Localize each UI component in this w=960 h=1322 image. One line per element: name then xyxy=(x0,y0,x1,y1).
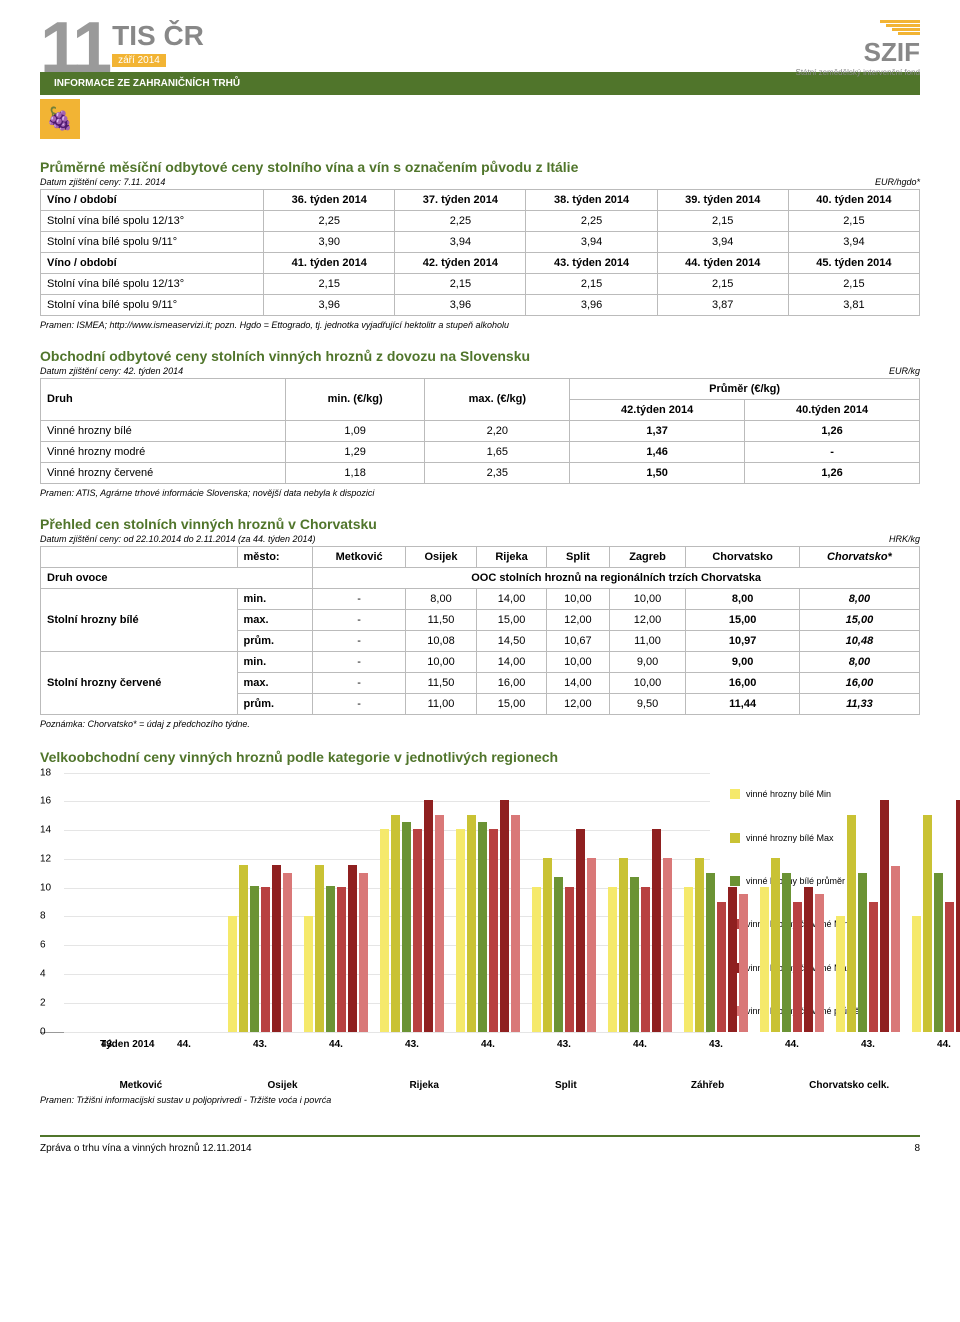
t2-title: Obchodní odbytové ceny stolních vinných … xyxy=(40,348,920,364)
grape-icon: 🍇 xyxy=(40,99,80,139)
table-slovakia: Druhmin. (€/kg)max. (€/kg)Průměr (€/kg)4… xyxy=(40,378,920,484)
t1-title: Průměrné měsíční odbytové ceny stolního … xyxy=(40,159,920,175)
footer-page: 8 xyxy=(914,1143,920,1154)
issue-date: září 2014 xyxy=(112,54,166,67)
t3-title: Přehled cen stolních vinných hroznů v Ch… xyxy=(40,516,920,532)
table-croatia: město:MetkovićOsijekRijekaSplitZagrebCho… xyxy=(40,546,920,715)
tis-title: TIS ČR xyxy=(112,20,204,52)
issue-number: 11 xyxy=(40,20,108,78)
chart-title: Velkoobchodní ceny vinných hroznů podle … xyxy=(40,749,920,765)
bar-chart: 02468101214161843.44.43.44.43.44.43.44.4… xyxy=(40,773,710,1033)
footer-left: Zpráva o trhu vína a vinných hroznů 12.1… xyxy=(40,1143,252,1154)
table-italy: Víno / období36. týden 201437. týden 201… xyxy=(40,189,920,316)
szif-logo: SZIF Státní zemědělský intervenční fond xyxy=(795,20,920,77)
